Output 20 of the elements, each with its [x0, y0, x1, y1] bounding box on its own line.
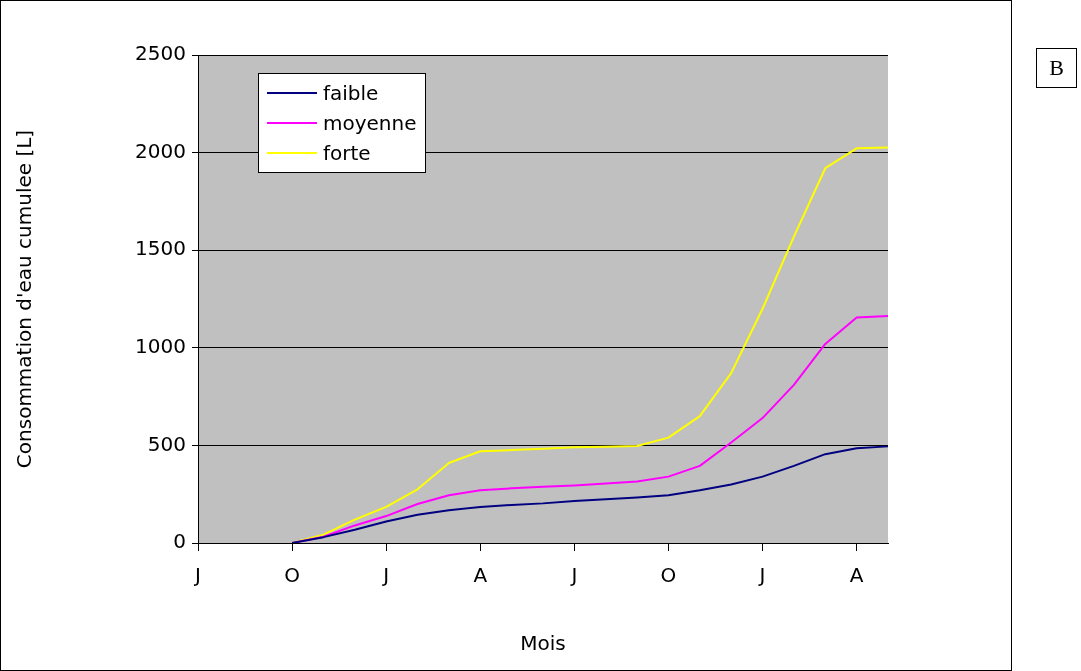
y-tick-label: 2000: [135, 138, 186, 163]
text: B: [1036, 48, 1077, 88]
x-tick-label: J: [381, 563, 390, 588]
y-axis-title: Consommation d'eau cumulee [L]: [12, 129, 37, 469]
x-tick-label: J: [193, 563, 201, 588]
legend-label: faible: [323, 81, 379, 105]
legend-label: moyenne: [323, 111, 417, 135]
y-tick-label: 1500: [135, 236, 186, 261]
x-tick-label: A: [849, 563, 864, 588]
y-tick-label: 0: [173, 529, 186, 554]
x-tick-label: J: [757, 563, 766, 588]
legend-label: forte: [323, 141, 371, 165]
x-tick-label: A: [473, 563, 488, 588]
y-tick-label: 2500: [135, 41, 186, 66]
x-tick-label: O: [660, 563, 677, 588]
y-tick-label: 1000: [135, 334, 186, 358]
x-tick-label: O: [284, 563, 300, 588]
x-axis-title: Mois: [520, 631, 566, 656]
x-tick-label: J: [569, 563, 578, 588]
y-tick-label: 500: [147, 431, 186, 456]
